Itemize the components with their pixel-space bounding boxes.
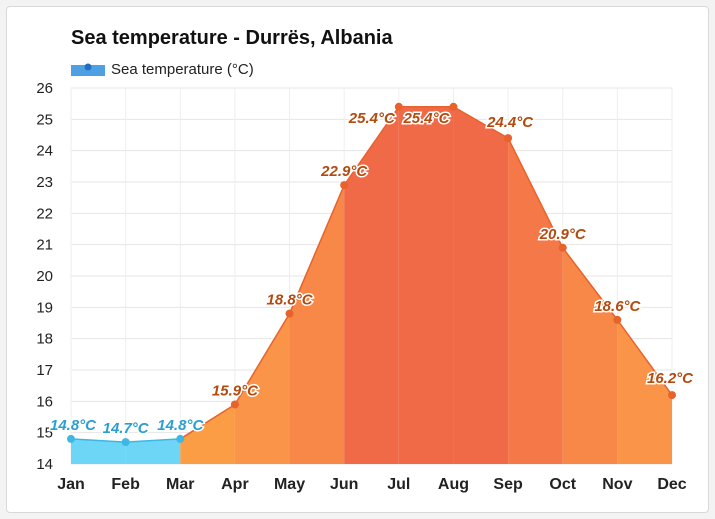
area-segment [180,404,235,464]
y-tick-label: 14 [36,456,53,473]
area-segment [344,106,399,465]
series-line-segment [70,438,126,443]
data-label: 18.8°C [267,292,314,309]
data-label: 14.7°C [103,420,150,437]
area-segment [617,319,672,464]
y-tick-label: 21 [36,237,53,254]
y-tick-label: 22 [36,205,53,222]
y-tick-label: 20 [36,268,53,285]
area-segment [125,438,181,464]
area-segment [289,185,345,464]
area-segment [562,247,618,464]
y-tick-label: 24 [36,143,53,160]
data-point[interactable] [340,181,349,190]
data-point[interactable] [449,102,458,111]
legend[interactable]: Sea temperature (°C) [71,61,254,78]
data-point[interactable] [504,134,513,143]
series-line-segment [234,313,291,405]
data-point[interactable] [668,391,676,400]
x-tick-label: Oct [549,476,576,493]
area-segment [453,106,509,465]
y-tick-label: 26 [36,80,53,97]
y-axis-ticks: 14 15 16 17 18 19 20 21 22 23 24 25 26 [36,80,53,473]
series-line-segment [616,319,673,396]
data-point[interactable] [230,400,239,409]
x-tick-label: Jul [387,476,410,493]
data-labels: 14.8°C 14.7°C 14.8°C 15.9°C 18.8°C 22.9°C 25.4… [48,108,695,438]
y-tick-label: 15 [36,425,53,442]
data-label: 14.8°C [50,417,97,434]
y-tick-label: 17 [36,362,53,379]
data-point[interactable] [558,243,567,252]
x-tick-label: Feb [111,476,140,493]
x-tick-label: Dec [657,476,686,493]
data-label: 16.2°C [647,370,694,387]
legend-marker [84,63,92,71]
area-segment [71,438,126,464]
y-tick-label: 23 [36,174,53,191]
series-line-segment [125,438,181,443]
chart-card: Sea temperature - Durrës, Albania Sea te… [6,6,709,513]
x-tick-label: Sep [493,476,523,493]
data-label: 25.4°C [402,110,450,127]
x-tick-label: Mar [166,476,194,493]
series-line-segment [179,403,236,440]
x-axis-ticks: Jan Feb Mar Apr May Jun Jul Aug Sep Oct Nov Dec [57,476,687,493]
legend-label: Sea temperature (°C) [111,61,254,78]
data-point[interactable] [613,315,622,324]
x-tick-label: Jun [330,476,358,493]
area-segment [398,106,454,465]
data-point[interactable] [67,434,75,443]
data-points [67,102,676,447]
y-tick-label: 25 [36,111,53,128]
series-line-segment [343,106,400,186]
series-line [70,106,673,443]
series-line-segment [453,106,509,139]
area-fills [71,106,672,465]
data-point[interactable] [285,309,294,318]
x-tick-label: May [274,476,305,493]
data-label: 20.9°C [539,226,587,243]
chart-title: Sea temperature - Durrës, Albania [71,27,393,49]
data-label: 25.4°C [348,110,396,127]
series-line-segment [562,247,618,321]
area-segment [508,138,563,464]
data-label: 18.6°C [594,298,641,315]
y-tick-label: 18 [36,331,53,348]
data-label: 24.4°C [486,114,534,131]
x-tick-label: Aug [438,476,469,493]
data-point[interactable] [121,438,130,447]
area-segment [234,313,290,464]
data-label: 15.9°C [212,382,259,399]
x-tick-label: Apr [221,476,249,493]
data-label: 14.8°C [157,417,204,434]
data-point[interactable] [394,102,403,111]
data-label: 22.9°C [320,163,368,180]
series-line-segment [288,184,345,314]
x-tick-label: Jan [57,476,85,493]
data-point[interactable] [176,434,185,443]
y-tick-label: 19 [36,299,53,316]
chart: Sea temperature - Durrës, Albania Sea te… [36,27,695,493]
x-tick-label: Nov [602,476,632,493]
y-tick-label: 16 [36,393,53,410]
series-line-segment [507,137,564,249]
